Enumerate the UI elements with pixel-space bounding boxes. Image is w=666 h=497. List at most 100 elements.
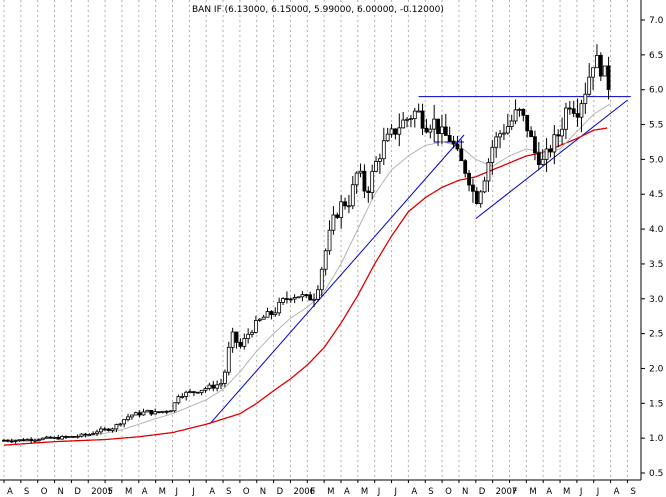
x-tick-label: D: [74, 487, 81, 497]
moving-average-short: [4, 103, 611, 441]
candle-body: [281, 298, 285, 303]
candle-body: [304, 294, 309, 297]
candle-body: [401, 119, 406, 129]
x-tick-label: 2005: [91, 487, 113, 497]
candle-body: [157, 411, 161, 414]
candle-body: [409, 118, 413, 121]
candle-body: [277, 301, 282, 314]
candle-body: [335, 214, 340, 218]
candle-body: [29, 439, 34, 442]
candle-body: [79, 433, 84, 437]
candle-body: [486, 162, 491, 182]
candle-body: [91, 433, 96, 435]
candle-body: [385, 133, 390, 142]
candle-body: [145, 409, 150, 413]
candle-body: [296, 296, 301, 299]
candle-body: [254, 320, 258, 333]
candle-body: [13, 440, 18, 442]
candle-body: [160, 410, 165, 413]
y-tick-label: 5.0: [649, 155, 664, 165]
candle-body: [571, 108, 576, 114]
candle-body: [502, 132, 506, 135]
candle-body: [378, 158, 382, 162]
y-tick-label: 2.5: [649, 330, 663, 340]
candle-body: [21, 439, 26, 442]
candle-body: [110, 428, 115, 431]
candle-body: [184, 391, 189, 397]
candle-body: [358, 170, 363, 174]
x-tick-label: A: [546, 487, 552, 497]
candle-body: [525, 114, 530, 132]
candle-body: [95, 431, 99, 434]
candle-body: [292, 297, 297, 300]
x-tick-label: 2006: [293, 487, 315, 497]
candle-body: [393, 128, 398, 135]
candle-body: [451, 140, 456, 145]
candle-body: [505, 126, 510, 134]
candle-body: [397, 127, 402, 135]
candle-body: [308, 294, 313, 301]
candle-body: [36, 439, 41, 442]
candle-body: [219, 383, 223, 386]
candle-body: [598, 55, 603, 77]
candle-body: [432, 118, 437, 130]
candle-body: [424, 127, 429, 133]
candle-body: [478, 191, 483, 205]
x-tick-label: F: [108, 487, 113, 497]
ma-long-line: [3, 127, 608, 446]
candle-body: [521, 108, 526, 116]
candle-body: [188, 391, 192, 394]
candle-body: [416, 110, 421, 113]
candle-body: [428, 128, 433, 133]
candle-body: [498, 133, 502, 138]
moving-average-long: [3, 127, 608, 446]
x-tick-label: M: [159, 487, 166, 497]
candle-body: [327, 229, 332, 252]
y-tick-label: 3.0: [649, 295, 664, 305]
candle-body: [9, 440, 14, 443]
candle-body: [362, 170, 367, 192]
candle-body: [114, 424, 119, 430]
x-tick-label: M: [563, 487, 570, 497]
candle-body: [285, 298, 289, 300]
candle-body: [556, 134, 561, 137]
candle-body: [564, 107, 568, 130]
y-tick-label: 1.0: [649, 434, 664, 444]
candle-body: [443, 126, 448, 136]
candle-body: [412, 110, 417, 120]
candle-body: [494, 136, 499, 148]
candle-body: [595, 55, 599, 69]
candle-body: [420, 110, 425, 129]
candle-body: [269, 311, 274, 315]
candle-body: [102, 428, 107, 431]
candle-body: [436, 118, 440, 135]
candle-body: [560, 128, 564, 137]
candle-body: [5, 439, 10, 442]
chart-title: BAN IF (6.13000, 6.15000, 5.99000, 6.000…: [192, 5, 444, 15]
candle-body: [350, 184, 355, 207]
candle-body: [87, 434, 92, 436]
y-tick-label: 5.5: [649, 121, 663, 131]
y-tick-label: 6.5: [649, 51, 663, 61]
candle-body: [203, 388, 208, 391]
candle-body: [288, 298, 293, 301]
candle-body: [265, 311, 270, 318]
candle-body: [370, 170, 375, 194]
candle-body: [529, 130, 533, 138]
candle-body: [71, 436, 76, 438]
x-tick-label: J: [191, 487, 195, 497]
y-tick-label: 6.0: [649, 86, 664, 96]
candle-body: [215, 384, 220, 389]
y-tick-label: 2.0: [649, 364, 664, 374]
candle-body: [176, 396, 181, 404]
candle-body: [544, 148, 549, 160]
trendline: [475, 99, 628, 220]
candle-body: [33, 439, 37, 442]
candle-body: [316, 289, 320, 300]
candle-body: [540, 158, 545, 165]
candle-body: [467, 172, 471, 186]
price-bars: [2, 44, 611, 444]
